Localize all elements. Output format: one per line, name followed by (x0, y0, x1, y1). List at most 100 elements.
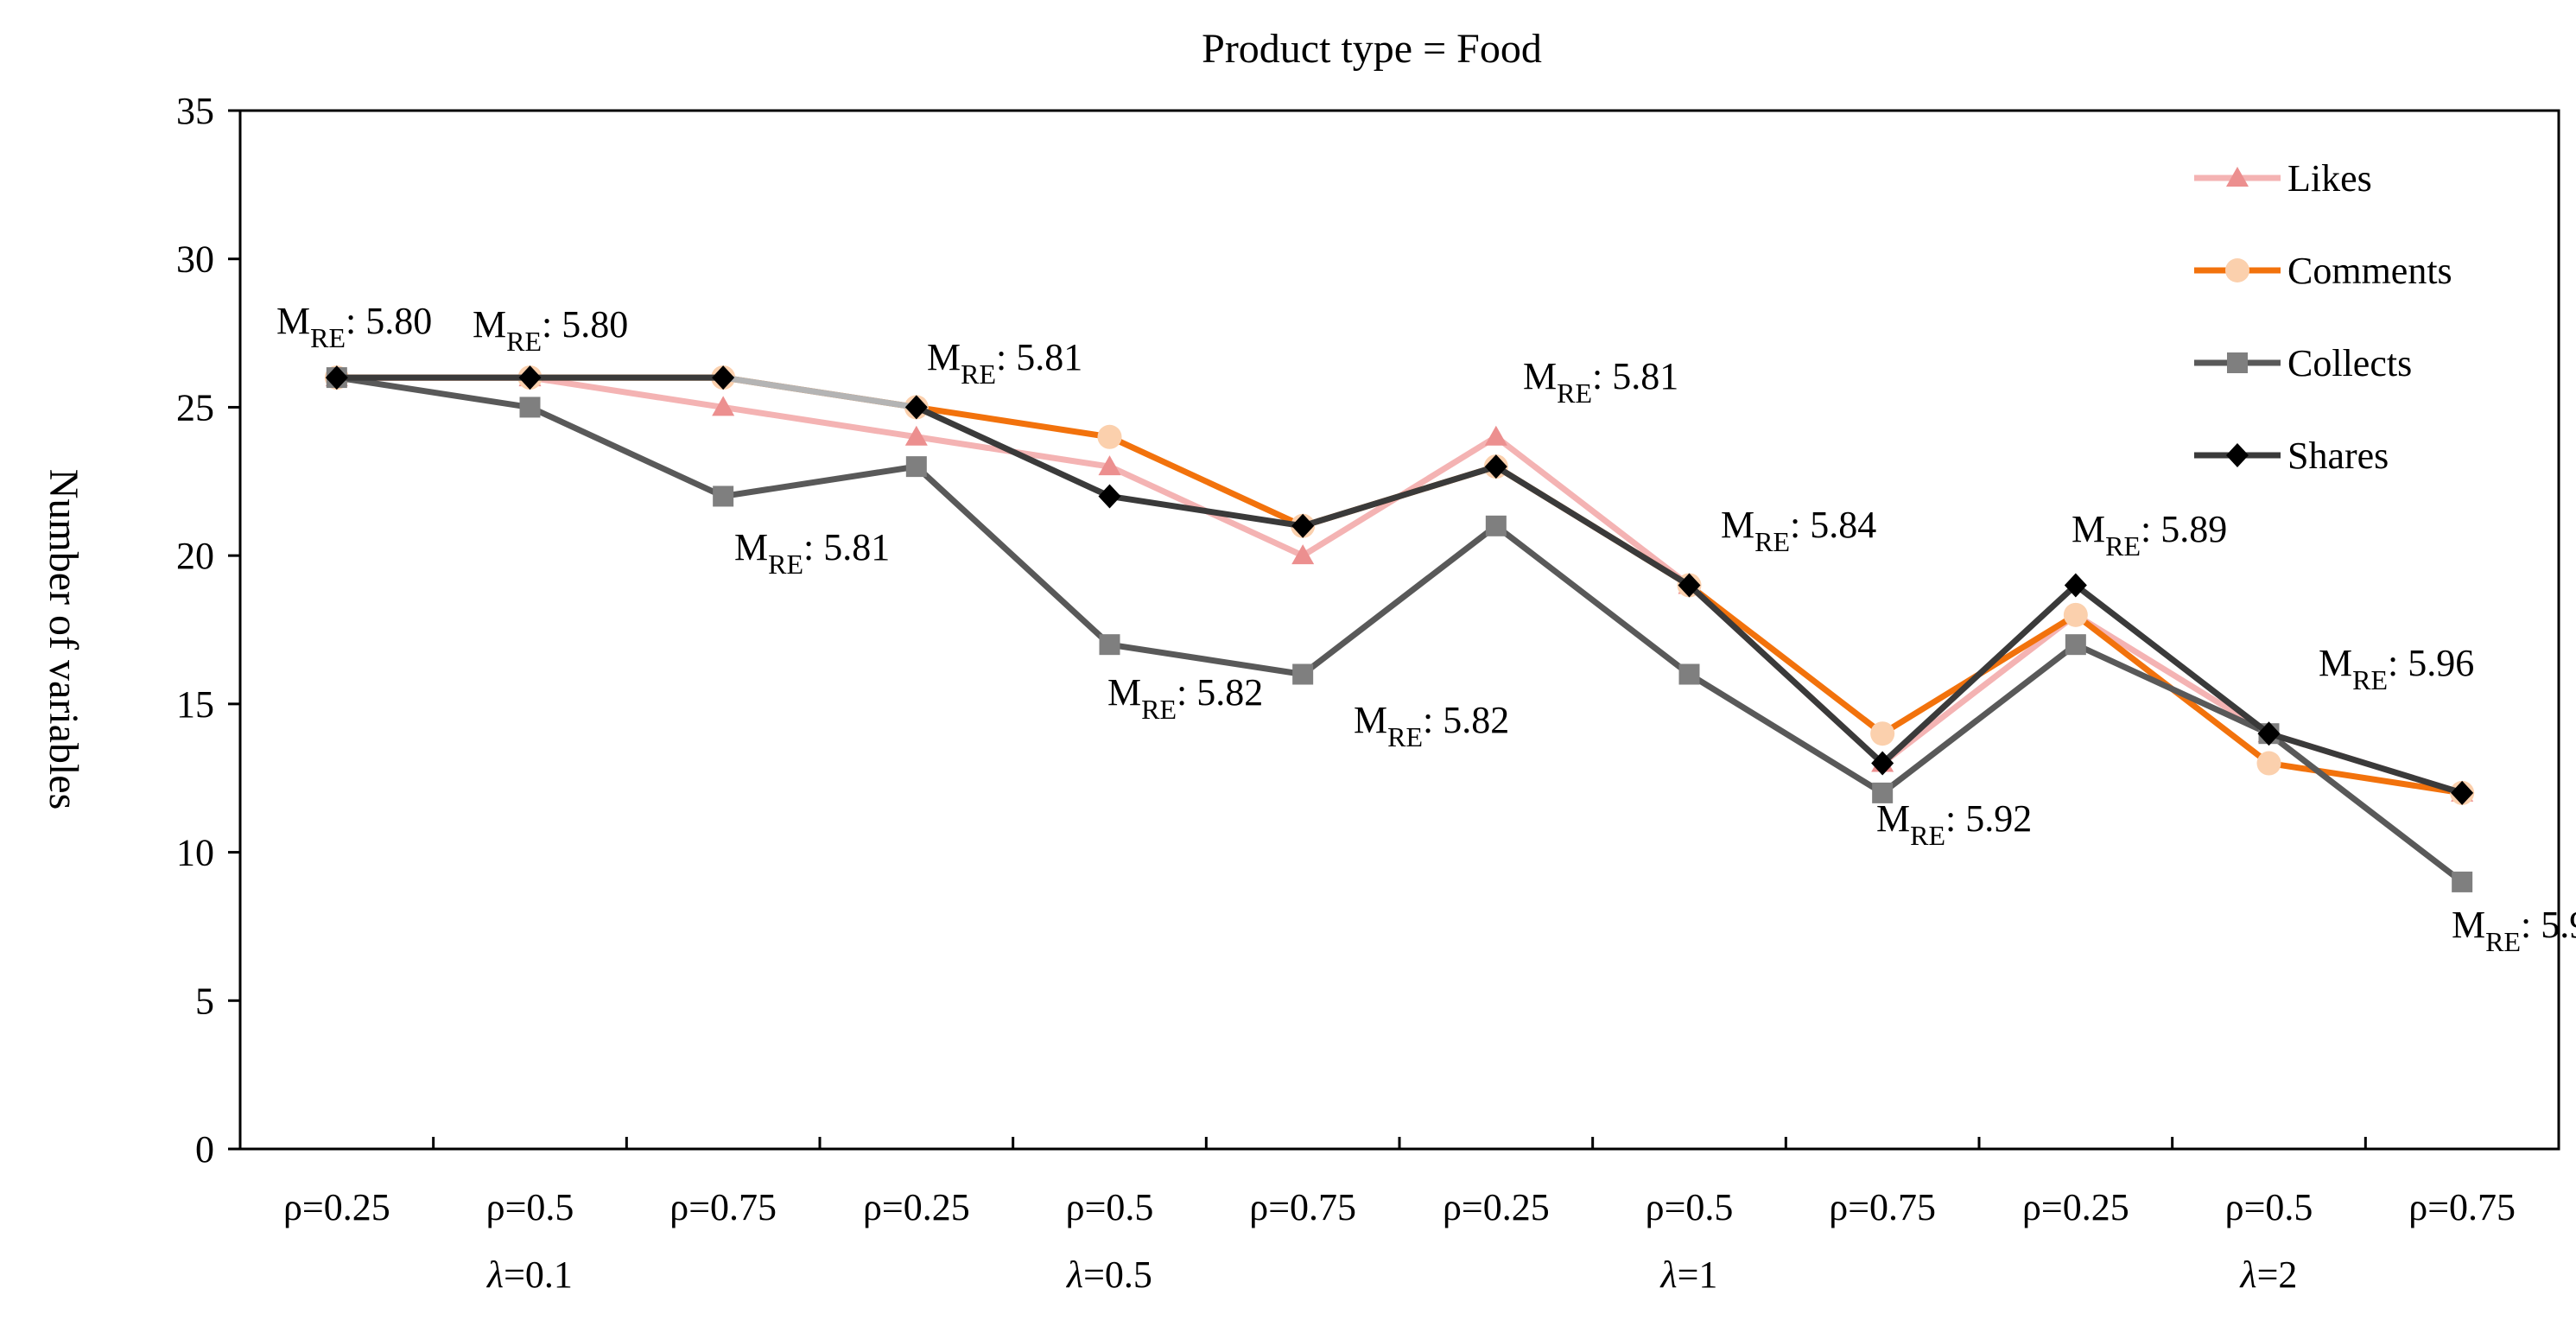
data-point (2065, 634, 2086, 656)
data-point (1291, 544, 1315, 565)
x-tick-label: ρ=0.75 (1249, 1186, 1356, 1228)
data-point (1870, 721, 1895, 746)
series-line-segment (2072, 612, 2272, 737)
data-point (518, 365, 542, 390)
series-line-segment (333, 374, 533, 410)
x-tick-label: ρ=0.5 (1066, 1186, 1154, 1228)
group-label: λ=1 (1659, 1253, 1718, 1296)
y-tick-label: 5 (195, 980, 214, 1022)
mre-annotation: MRE: 5.81 (734, 526, 890, 580)
data-point (1098, 484, 1121, 509)
series-line-segment (2072, 641, 2272, 737)
x-tick-label: ρ=0.25 (283, 1186, 390, 1228)
data-point (2452, 871, 2473, 892)
data-point (2257, 721, 2281, 746)
legend-swatch-marker (2226, 167, 2249, 187)
y-tick-label: 15 (176, 683, 214, 726)
data-point (1099, 634, 1120, 656)
y-tick-label: 25 (176, 386, 214, 428)
data-point (325, 365, 348, 390)
series-line-segment (720, 463, 920, 499)
y-tick-label: 35 (176, 90, 214, 132)
data-point (1678, 663, 1700, 685)
x-tick-label: ρ=0.5 (2225, 1186, 2313, 1228)
series-line-segment (913, 463, 1113, 648)
data-point (2256, 751, 2281, 776)
data-point (1484, 425, 1507, 446)
mre-annotation: MRE: 5.84 (1721, 504, 1876, 557)
legend: Likes Comments Collects Shares (2194, 157, 2452, 477)
data-point (904, 425, 928, 446)
x-tick-label: ρ=0.75 (2408, 1186, 2516, 1228)
legend-swatch-marker (2227, 352, 2248, 373)
series-line-segment (527, 403, 726, 499)
x-tick-label: ρ=0.75 (1829, 1186, 1936, 1228)
series-line-segment (2072, 581, 2272, 737)
series-line-segment (1299, 463, 1500, 530)
mre-annotation: MRE: 5.97 (2452, 904, 2576, 957)
data-point (1292, 663, 1314, 685)
data-point (519, 397, 541, 418)
series-line-segment (913, 403, 1113, 499)
mre-annotation: MRE: 5.81 (927, 336, 1082, 390)
data-point (1485, 515, 1507, 536)
series-line-segment (1107, 434, 1306, 530)
data-point (1678, 573, 1701, 598)
group-label: λ=2 (2239, 1253, 2298, 1296)
series-line-segment (1686, 581, 1886, 767)
data-point (1484, 454, 1507, 479)
group-label: λ=0.5 (1065, 1253, 1152, 1296)
series-line-segment (1879, 581, 2079, 767)
legend-label: Shares (2287, 435, 2389, 477)
series-line-segment (1107, 641, 1306, 678)
series-line-segment (1879, 641, 2079, 796)
data-point (2451, 780, 2474, 805)
y-tick-label: 30 (176, 238, 214, 281)
legend-item-collects: Collects (2194, 342, 2412, 384)
legend-swatch-marker (2226, 443, 2249, 467)
series-line-segment (527, 374, 726, 410)
series-line-segment (1493, 463, 1692, 588)
legend-item-shares: Shares (2194, 435, 2389, 477)
data-point (905, 456, 927, 478)
series-line-segment (1493, 434, 1692, 588)
x-tick-label: ρ=0.75 (669, 1186, 777, 1228)
legend-label: Comments (2287, 250, 2452, 292)
mre-annotation: MRE: 5.96 (2319, 642, 2474, 695)
legend-swatch-marker (2225, 258, 2249, 282)
mre-annotation: MRE: 5.80 (276, 300, 432, 353)
mre-annotation: MRE: 5.82 (1354, 699, 1509, 752)
annotation-layer: MRE: 5.80 MRE: 5.80 MRE: 5.81 MRE: 5.81 MRE:… (276, 300, 2576, 957)
data-point (712, 396, 735, 416)
series-line-segment (2266, 730, 2465, 796)
legend-item-comments: Comments (2194, 250, 2452, 292)
x-tick-label: ρ=0.5 (1646, 1186, 1734, 1228)
data-point (1097, 424, 1122, 449)
data-point (2064, 573, 2087, 598)
data-point (1291, 513, 1315, 538)
data-point (1098, 455, 1121, 476)
series-line-segment (1686, 581, 1886, 737)
legend-label: Likes (2287, 157, 2372, 200)
chart-title: Product type = Food (1202, 26, 1542, 72)
mre-annotation: MRE: 5.92 (1876, 797, 2032, 851)
data-point (713, 485, 734, 507)
x-tick-label: ρ=0.25 (863, 1186, 970, 1228)
series-line-segment (720, 403, 920, 441)
series-line-segment (1686, 671, 1886, 796)
series-line-segment (913, 403, 1113, 441)
legend-item-likes: Likes (2194, 157, 2372, 200)
series-line-segment (1107, 492, 1306, 530)
group-label: λ=0.1 (485, 1253, 573, 1296)
series-shares (325, 365, 2474, 805)
y-tick-label: 0 (195, 1128, 214, 1171)
series-line-segment (2266, 730, 2465, 885)
x-tick-label: ρ=0.5 (486, 1186, 574, 1228)
data-point (712, 365, 735, 390)
y-tick-label: 20 (176, 535, 214, 577)
mre-annotation: MRE: 5.80 (473, 303, 628, 357)
series-layer (324, 365, 2475, 892)
data-point (1872, 782, 1894, 803)
